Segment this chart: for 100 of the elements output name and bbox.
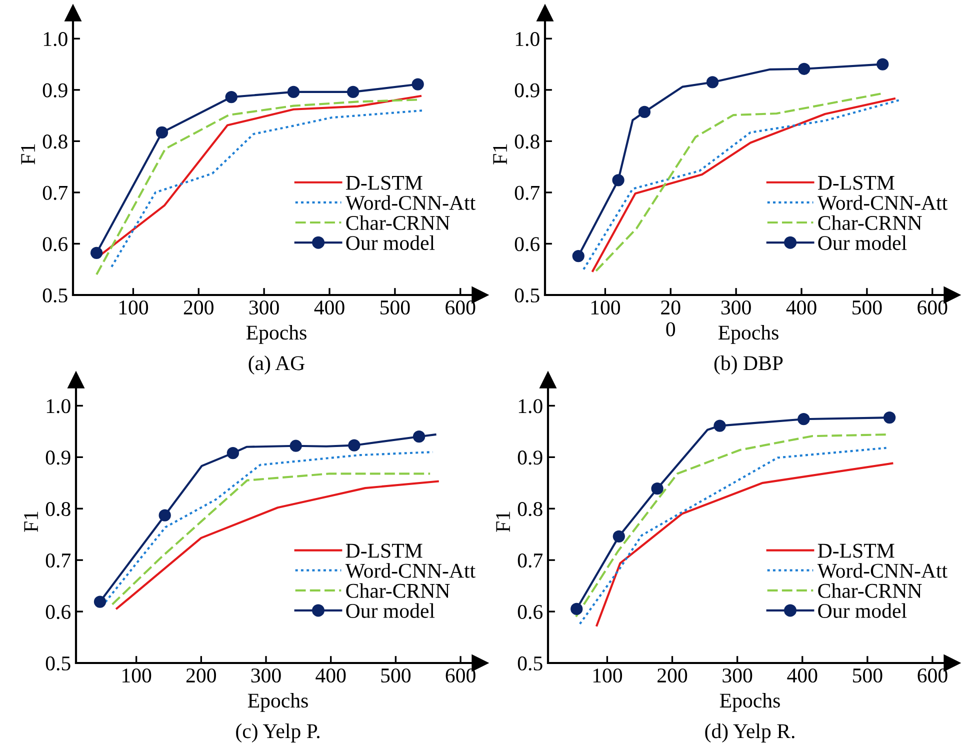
point <box>570 602 583 616</box>
y-tick-label: 0.6 <box>514 237 540 252</box>
y-tick-label: 0.5 <box>514 288 540 303</box>
point <box>225 91 238 104</box>
legend-label: Word-CNN-Att <box>817 563 948 578</box>
x-tick-label: 300 <box>722 668 752 683</box>
legend-label: D-LSTM <box>346 176 422 190</box>
point <box>287 86 300 98</box>
text: (d) Yelp R. <box>705 724 794 742</box>
point <box>412 78 424 90</box>
y-tick-label: 0.7 <box>42 186 68 200</box>
point <box>156 126 168 139</box>
text: (b) DBP <box>714 356 783 374</box>
x-tick-label: 400 <box>316 668 346 683</box>
point <box>798 413 810 426</box>
legend-label: D-LSTM <box>818 544 894 558</box>
point <box>346 86 360 98</box>
text: (c) Yelp P. <box>236 724 320 742</box>
x-tick-label: 500 <box>852 300 882 315</box>
legend-label: Our model <box>818 235 907 250</box>
x-axis-title: Epochs <box>248 693 308 712</box>
point <box>706 76 719 88</box>
x-tick-label: 600 <box>918 668 948 683</box>
x-tick-label: 200 <box>658 668 688 683</box>
x-tick-label: 600 <box>446 300 476 315</box>
point <box>348 439 360 452</box>
point <box>612 174 624 186</box>
x-tick-label: 500 <box>381 668 411 683</box>
point <box>876 58 889 70</box>
legend-label: Our model <box>346 603 435 618</box>
legend-label: Char-CRNN <box>346 583 450 598</box>
x-tick-label: 400 <box>786 300 816 315</box>
x-tick-label: 100 <box>591 300 620 315</box>
x-tick-label: 300 <box>251 668 281 683</box>
y-tick-label: 0.7 <box>514 186 540 200</box>
legend-label: Char-CRNN <box>346 215 450 230</box>
x-axis-title: Epochs <box>720 693 780 712</box>
legend-label: Char-CRNN <box>818 215 922 230</box>
y-tick-label: 0.8 <box>518 502 542 516</box>
point <box>290 440 302 452</box>
y-tick-label: 1.0 <box>516 32 540 46</box>
y-tick-label: 0.8 <box>42 134 68 149</box>
y-tick-label: 0.5 <box>42 288 68 303</box>
point <box>651 482 664 495</box>
y-axis-title: F1 <box>496 512 510 532</box>
legend-label: Our model <box>346 235 435 250</box>
x-axis-title: Epochs <box>246 325 306 344</box>
x-tick-label: 100 <box>593 668 622 683</box>
point <box>94 596 106 608</box>
x-tick-label: 600 <box>918 300 948 315</box>
x-tick-label: 200 <box>186 668 216 683</box>
x-tick-label: 100 <box>122 668 152 683</box>
x-tick-label: 300 <box>249 300 279 315</box>
x-tick-label: 300 <box>721 300 751 315</box>
x-tick-label: 500 <box>380 300 410 315</box>
y-tick-label: 1.0 <box>46 399 70 414</box>
x-tick-label: 400 <box>314 300 344 315</box>
y-tick-label: 0.6 <box>42 237 68 252</box>
point <box>612 530 625 542</box>
x-tick-label: 600 <box>446 668 476 683</box>
y-axis-title: F1 <box>24 512 38 532</box>
point <box>714 420 726 432</box>
x-tick-label: 500 <box>853 668 882 683</box>
x-tick-label: 200 <box>184 300 214 315</box>
y-tick-label: 0.6 <box>46 604 71 620</box>
legend-label: Word-CNN-Att <box>345 563 476 578</box>
x-tick-label: 400 <box>787 668 818 683</box>
legend-label: D-LSTM <box>346 544 422 558</box>
x-tick-label: 20 0 <box>661 300 680 336</box>
legend-label: Char-CRNN <box>818 583 922 598</box>
legend-label: Our model <box>818 603 907 618</box>
y-tick-label: 0.8 <box>46 502 70 516</box>
y-tick-label: 0.6 <box>518 604 543 620</box>
y-tick-label: 0.8 <box>514 134 540 149</box>
y-tick-label: 0.5 <box>46 656 70 671</box>
legend-label: Word-CNN-Att <box>817 195 948 210</box>
point <box>90 246 103 260</box>
y-axis-title: F1 <box>493 144 507 164</box>
point <box>638 106 651 118</box>
point <box>158 509 171 522</box>
y-tick-label: 1.0 <box>44 32 68 46</box>
point <box>412 430 426 443</box>
x-tick-label: 100 <box>119 300 148 315</box>
y-axis-title: F1 <box>21 144 35 164</box>
x-axis-title: Epochs <box>718 325 778 344</box>
point <box>798 62 810 75</box>
point <box>883 411 896 424</box>
point <box>572 250 584 262</box>
y-tick-label: 0.7 <box>46 553 71 568</box>
y-tick-label: 0.5 <box>518 656 542 671</box>
y-tick-label: 0.7 <box>518 553 543 568</box>
y-tick-label: 1.0 <box>518 399 542 414</box>
y-tick-label: 0.9 <box>514 83 540 98</box>
y-tick-label: 0.9 <box>42 83 68 98</box>
text: (a) AG <box>248 356 304 374</box>
y-tick-label: 0.9 <box>518 450 542 465</box>
point <box>226 446 240 460</box>
legend-label: D-LSTM <box>818 176 894 190</box>
y-tick-label: 0.9 <box>46 450 70 465</box>
legend-label: Word-CNN-Att <box>345 195 476 210</box>
